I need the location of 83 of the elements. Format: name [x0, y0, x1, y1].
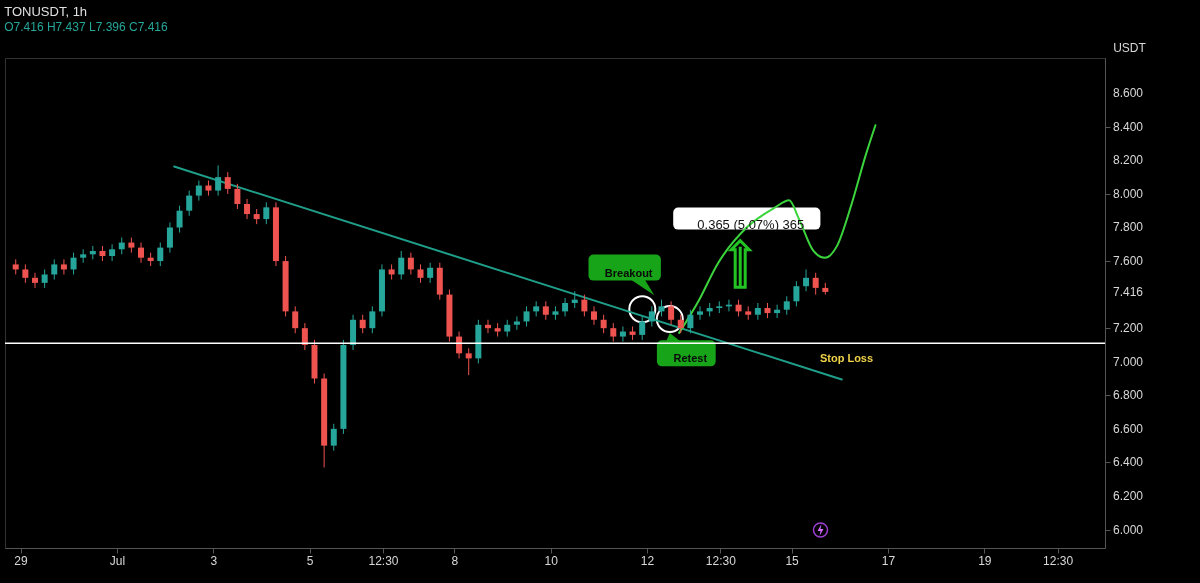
candlestick	[648, 305, 655, 327]
candlestick	[591, 305, 597, 326]
candlestick	[513, 315, 520, 331]
candlestick	[754, 302, 761, 321]
y-tick-label: 7.416	[1113, 284, 1144, 299]
candlestick	[186, 190, 193, 217]
candlestick	[22, 263, 29, 284]
candlestick	[639, 315, 646, 341]
ref-line-label: Stop Loss	[819, 352, 874, 365]
x-tick-label: 5	[306, 553, 314, 568]
candlestick	[697, 305, 704, 321]
candlestick	[215, 164, 222, 197]
x-tick-label: 19	[978, 553, 992, 568]
candlestick	[803, 268, 810, 292]
x-tick-label: 10	[544, 553, 559, 568]
candlestick	[244, 198, 251, 220]
candlestick	[330, 423, 337, 452]
candlestick	[157, 242, 164, 267]
candlestick	[263, 201, 270, 225]
candlestick	[369, 305, 376, 334]
annotation: Breakout	[604, 266, 653, 279]
x-tick-label: Jul	[109, 553, 126, 568]
candlestick	[195, 180, 202, 202]
y-tick-label: 6.000	[1113, 522, 1144, 537]
y-tick-label: 7.600	[1113, 254, 1144, 269]
candlestick	[224, 171, 231, 195]
x-tick-label: 3	[210, 553, 218, 568]
candlestick	[610, 322, 617, 343]
candlestick	[562, 297, 569, 317]
candlestick	[41, 268, 48, 289]
x-tick-label: 12	[640, 553, 655, 568]
candlestick	[600, 314, 607, 334]
x-tick-label: 12:30	[368, 553, 399, 568]
candlestick	[687, 309, 694, 334]
candlestick	[783, 295, 790, 316]
candlestick	[465, 347, 472, 376]
y-tick-label: 6.200	[1113, 488, 1144, 503]
candlestick	[542, 300, 549, 321]
candlestick	[70, 252, 77, 275]
candlestick	[417, 263, 424, 284]
y-tick-label: 8.400	[1113, 119, 1144, 134]
y-tick-label: 6.800	[1113, 388, 1144, 403]
candlestick	[109, 243, 116, 262]
candlestick	[359, 314, 366, 334]
y-tick-label: 8.000	[1113, 186, 1144, 201]
candlestick	[234, 183, 241, 210]
y-tick-label: 8.200	[1113, 153, 1144, 168]
candlestick	[166, 221, 173, 254]
candlestick	[668, 300, 675, 326]
candlestick	[138, 242, 145, 264]
annotation: Retest	[673, 352, 708, 365]
x-tick-label: 15	[785, 553, 800, 568]
candlestick	[774, 304, 781, 319]
y-tick-label: 7.800	[1113, 220, 1144, 235]
x-tick-label: 29	[14, 553, 29, 568]
candlestick	[523, 305, 530, 327]
candlestick	[427, 262, 434, 284]
candlestick	[793, 280, 800, 307]
y-tick-label: 7.000	[1113, 354, 1144, 369]
y-tick-label: 6.400	[1113, 455, 1144, 470]
y-axis-title: USDT	[1113, 40, 1147, 55]
candlestick	[292, 305, 299, 334]
candlestick	[398, 250, 405, 281]
candlestick	[677, 314, 684, 334]
x-tick-label: 12:30	[705, 553, 737, 568]
candlestick	[581, 294, 588, 317]
y-tick-label: 6.600	[1113, 421, 1144, 436]
candlestick	[812, 272, 819, 296]
candlestick	[484, 319, 491, 334]
candlestick	[32, 272, 38, 289]
chart-subtitle: O7.416 H7.437 L7.396 C7.416	[4, 20, 169, 34]
candlestick	[407, 252, 414, 275]
candlestick	[301, 322, 308, 351]
y-tick-label: 7.200	[1113, 321, 1144, 336]
candlestick	[176, 205, 183, 234]
x-tick-label: 12:30	[1043, 553, 1074, 568]
candlestick	[51, 258, 58, 281]
candlestick	[619, 325, 626, 343]
x-tick-label: 8	[451, 553, 459, 568]
x-tick-label: 17	[881, 553, 896, 568]
candlestick	[60, 258, 67, 275]
y-tick-label: 8.600	[1113, 86, 1144, 101]
chart-title: TONUSDT, 1h	[4, 4, 88, 19]
